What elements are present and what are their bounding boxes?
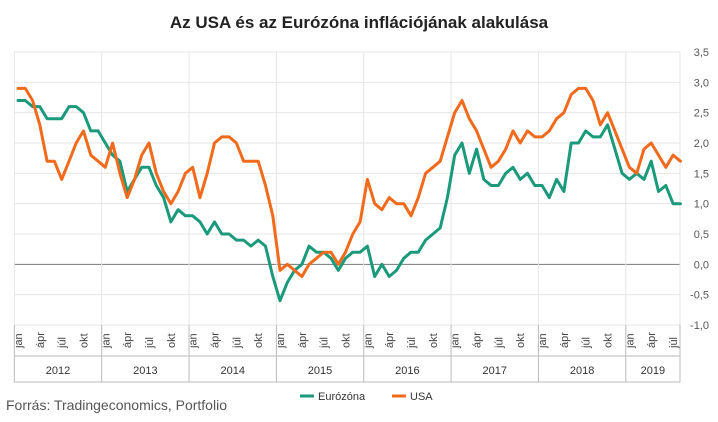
x-tick-label-month: ápr — [122, 332, 134, 348]
x-tick-label-month: ápr — [384, 332, 396, 348]
x-tick-label-month: ápr — [472, 332, 484, 348]
x-tick-label-month: okt — [515, 333, 527, 348]
x-tick-label-month: ápr — [646, 332, 658, 348]
x-tick-label-month: júl — [668, 337, 680, 349]
x-tick-label-year: 2014 — [220, 365, 244, 377]
y-tick-label: 0,0 — [694, 259, 709, 271]
x-tick-label-month: okt — [79, 333, 91, 348]
x-tick-label-month: okt — [166, 333, 178, 348]
x-tick-label-year: 2017 — [483, 365, 507, 377]
y-axis: -1,0 -0,5 0,0 0,5 1,0 1,5 2,0 2,5 3,0 3,5 — [690, 47, 709, 332]
x-tick-label-month: okt — [603, 333, 615, 348]
chart-title: Az USA és az Eurózóna inflációjának alak… — [170, 13, 549, 32]
x-tick-label-month: okt — [428, 333, 440, 348]
x-tick-label-year: 2016 — [395, 365, 419, 377]
x-tick-label-year: 2015 — [308, 365, 332, 377]
x-tick-label-month: ápr — [210, 332, 222, 348]
grid-lines — [13, 51, 681, 326]
y-tick-label: 3,0 — [694, 77, 709, 89]
y-tick-label: 1,0 — [694, 199, 709, 211]
series-lines — [16, 86, 682, 303]
x-tick-label-month: jan — [624, 333, 636, 349]
x-tick-label-month: ápr — [297, 332, 309, 348]
legend: Eurózóna USA — [300, 391, 433, 403]
y-tick-label: 1,5 — [694, 168, 709, 180]
x-tick-label-month: ápr — [559, 332, 571, 348]
x-tick-label-month: júl — [581, 337, 593, 349]
x-tick-label-year: 2012 — [46, 365, 70, 377]
x-tick-label-month: jan — [13, 333, 25, 349]
source-note: Forrás: Tradingeconomics, Portfolio — [6, 397, 227, 413]
x-tick-label-month: ápr — [35, 332, 47, 348]
y-tick-label: -0,5 — [690, 290, 709, 302]
x-tick-label-year: 2019 — [641, 365, 665, 377]
x-tick-label-year: 2018 — [570, 365, 594, 377]
x-tick-label-year: 2013 — [133, 365, 157, 377]
y-tick-label: 2,5 — [694, 108, 709, 120]
y-tick-label: 2,0 — [694, 138, 709, 150]
x-tick-label-month: jan — [275, 333, 287, 349]
x-tick-label-month: júl — [319, 337, 331, 349]
x-tick-label-month: júl — [406, 337, 418, 349]
legend-label-usa: USA — [410, 391, 433, 403]
x-tick-label-month: júl — [57, 337, 69, 349]
x-tick-label-month: okt — [253, 333, 265, 348]
legend-label-eurozone: Eurózóna — [318, 391, 366, 403]
x-tick-label-month: okt — [341, 333, 353, 348]
x-axis: jan ápr júl okt jan ápr júl okt jan ápr júl okt jan á… — [13, 325, 681, 383]
x-tick-label-month: jan — [188, 333, 200, 349]
series-line-eurozone — [16, 99, 682, 303]
y-tick-label: 0,5 — [694, 229, 709, 241]
x-tick-label-month: jan — [362, 333, 374, 349]
x-tick-label-month: jan — [450, 333, 462, 349]
y-tick-label: -1,0 — [690, 320, 709, 332]
y-tick-label: 3,5 — [694, 47, 709, 59]
x-tick-label-month: jan — [537, 333, 549, 349]
x-tick-label-month: júl — [493, 337, 505, 349]
x-tick-label-month: jan — [100, 333, 112, 349]
series-line-usa — [16, 86, 682, 278]
x-tick-label-month: júl — [144, 337, 156, 349]
x-tick-label-month: júl — [231, 337, 243, 349]
